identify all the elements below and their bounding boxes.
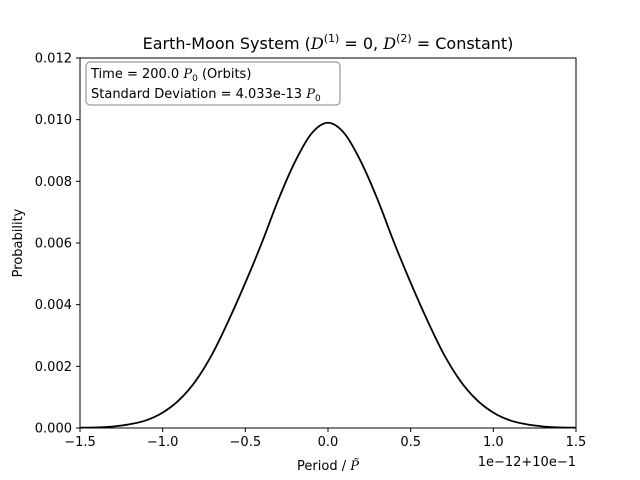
y-tick-label: 0.008 [35, 175, 72, 190]
annotation-std-dev: Standard Deviation = 4.033e-13 P0 [91, 87, 321, 104]
plot-frame [79, 57, 577, 429]
y-axis-label: Probability [11, 208, 26, 277]
x-tick-label: −1.5 [64, 435, 96, 450]
y-tick-label: 0.004 [35, 298, 72, 313]
y-tick-label: 0.000 [35, 422, 72, 437]
annotation-time: Time = 200.0 P0 (Orbits) [90, 67, 251, 84]
y-tick-label: 0.012 [35, 52, 72, 67]
x-tick-label: −0.5 [230, 435, 262, 450]
x-tick-label: 0.0 [318, 435, 339, 450]
annotation-frame [85, 61, 341, 106]
y-tick-label: 0.006 [35, 237, 72, 252]
x-offset-text: 1e−12+10e−1 [478, 455, 576, 470]
x-tick-label: 1.5 [566, 435, 587, 450]
x-tick-label: 1.0 [483, 435, 504, 450]
x-tick-label: 0.5 [400, 435, 421, 450]
x-axis-label: Period / P̃ [297, 458, 359, 474]
x-tick-label: −1.0 [147, 435, 179, 450]
chart-title: Earth-Moon System (D(1) = 0, D(2) = Cons… [143, 32, 514, 53]
series-line [79, 121, 577, 429]
annotation-box: Time = 200.0 P0 (Orbits) Standard Deviat… [85, 61, 341, 106]
ticks-layer: −1.5 −1.0 −0.5 0.0 0.5 1.0 1.5 0.000 0.002 0.004 0… [35, 52, 587, 451]
y-tick-label: 0.010 [35, 113, 72, 128]
y-tick-label: 0.002 [35, 360, 72, 375]
